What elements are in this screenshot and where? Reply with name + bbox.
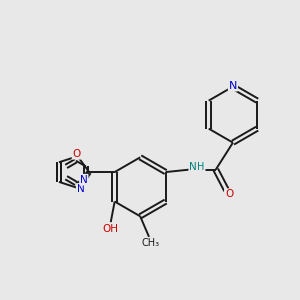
Text: CH₃: CH₃	[142, 238, 160, 248]
Text: O: O	[73, 149, 81, 159]
Text: O: O	[225, 189, 233, 199]
Text: N: N	[229, 81, 237, 91]
Text: H: H	[197, 162, 205, 172]
Text: OH: OH	[103, 224, 119, 234]
Text: N: N	[77, 184, 84, 194]
Text: N: N	[189, 162, 197, 172]
Text: N: N	[80, 175, 88, 185]
